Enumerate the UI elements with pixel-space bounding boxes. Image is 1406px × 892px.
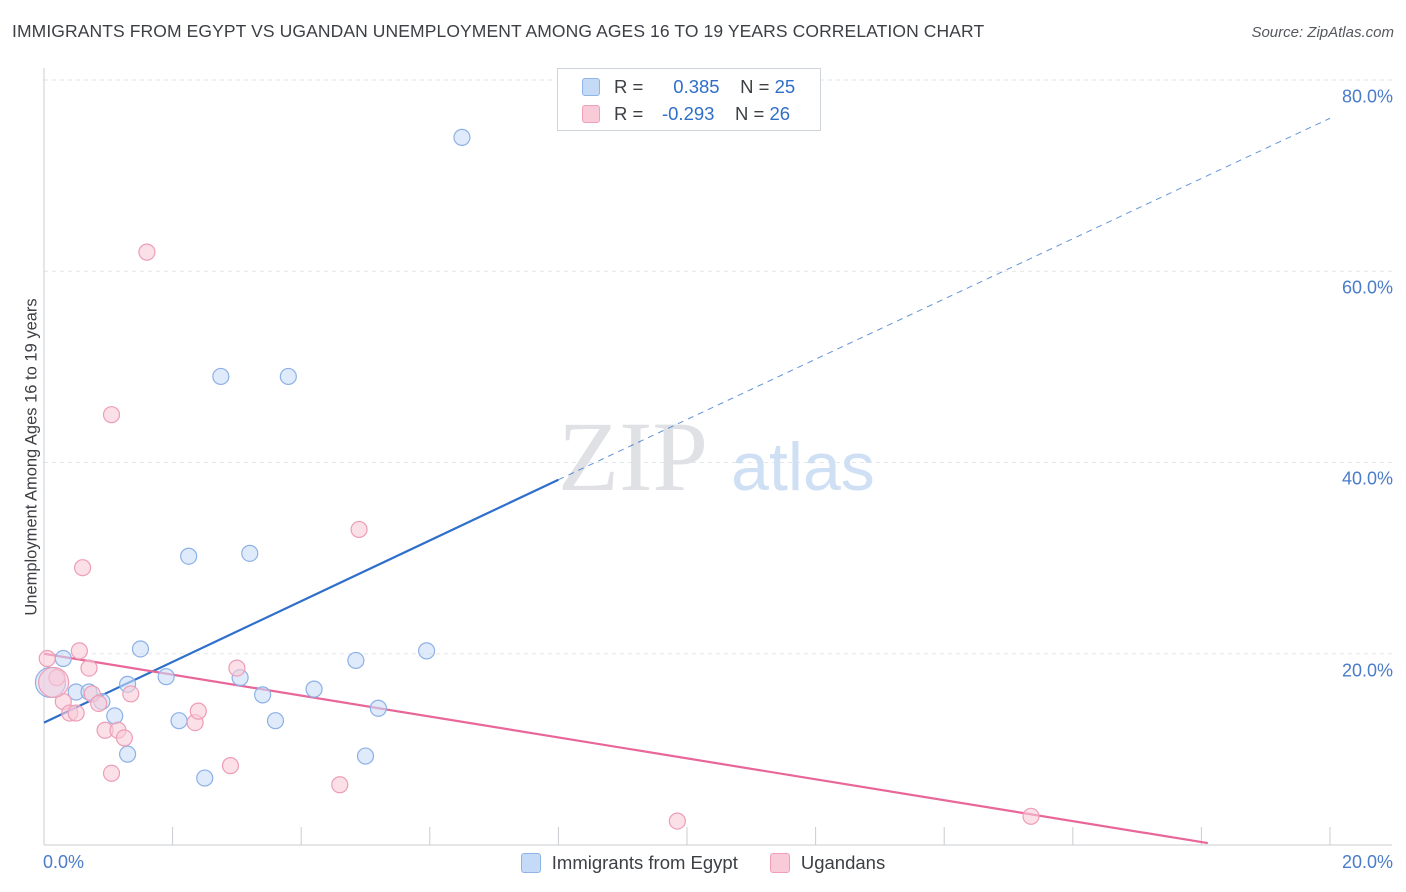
correlation-legend: R = 0.385 N = 25 R = -0.293 N = 26: [557, 68, 821, 131]
source-label: Source: ZipAtlas.com: [1251, 24, 1394, 41]
point-ugandans-14: [115, 729, 133, 747]
point-ugandans-0: [38, 649, 56, 668]
point-ugandans-22: [350, 520, 368, 539]
point-egypt-15: [241, 544, 259, 562]
point-ugandans-19: [221, 757, 240, 775]
point-ugandans-11: [102, 764, 121, 782]
point-egypt-16: [254, 686, 272, 704]
gridlines: [44, 79, 1392, 655]
legend-label-egypt: Immigrants from Egypt: [551, 852, 738, 873]
point-ugandans-15: [122, 685, 140, 703]
point-ugandans-24: [1022, 807, 1040, 825]
legend-label-ugandans: Ugandans: [800, 852, 886, 873]
y-tick-label-80: 80.0%: [1341, 86, 1393, 107]
y-tick-label-20: 20.0%: [1341, 660, 1393, 681]
x-tick-label-max: 20.0%: [1341, 852, 1393, 872]
point-egypt-20: [347, 651, 365, 670]
legend-row-ugandans: R = -0.293 N = 26: [582, 102, 790, 126]
point-egypt-5: [106, 707, 124, 725]
legend-n-label: N =: [740, 76, 770, 97]
point-ugandans-18: [189, 702, 207, 720]
legend-r-label: R =: [614, 103, 644, 124]
legend-r-value-ugandans: -0.293: [661, 103, 715, 124]
point-egypt-13: [212, 367, 230, 386]
point-ugandans-20: [228, 659, 246, 677]
legend-swatch-egypt: [582, 78, 600, 96]
watermark-atlas: atlas: [731, 429, 875, 505]
legend-item-egypt[interactable]: Immigrants from Egypt: [520, 852, 738, 874]
y-tick-label-60: 60.0%: [1341, 277, 1393, 298]
point-egypt-23: [417, 642, 436, 660]
y-axis-label: Unemployment Among Ages 16 to 19 years: [22, 298, 41, 616]
legend-swatch-egypt: [520, 853, 541, 873]
legend-n-label: N =: [735, 103, 765, 124]
point-egypt-18: [279, 367, 297, 386]
point-egypt-8: [131, 640, 150, 658]
point-egypt-12: [196, 769, 214, 787]
point-egypt-17: [266, 712, 285, 730]
point-ugandans-5: [70, 642, 88, 660]
point-egypt-22: [369, 699, 387, 717]
chart-title: IMMIGRANTS FROM EGYPT VS UGANDAN UNEMPLO…: [12, 21, 985, 41]
x-tick-label-min: 0.0%: [43, 852, 85, 872]
point-egypt-21: [356, 747, 375, 765]
series-legend: Immigrants from Egypt Ugandans: [0, 852, 1406, 874]
point-egypt-1: [54, 649, 72, 668]
legend-r-value-egypt: 0.385: [673, 76, 720, 97]
point-egypt-10: [170, 712, 188, 730]
point-egypt-19: [305, 680, 323, 698]
watermark: ZIP atlas: [558, 401, 875, 512]
legend-r-label: R =: [614, 76, 644, 97]
data-points: [34, 128, 1040, 830]
legend-n-value-egypt: 25: [774, 76, 796, 97]
legend-row-egypt: R = 0.385 N = 25: [582, 75, 795, 99]
legend-n-value-ugandans: 26: [769, 103, 791, 124]
legend-swatch-ugandans: [582, 105, 600, 123]
point-ugandans-25: [38, 666, 70, 699]
point-ugandans-7: [80, 659, 98, 677]
legend-swatch-ugandans: [769, 853, 790, 873]
point-ugandans-21: [331, 776, 349, 794]
point-ugandans-6: [73, 559, 92, 577]
watermark-zip: ZIP: [558, 401, 708, 512]
point-ugandans-16: [138, 243, 156, 261]
point-ugandans-4: [67, 704, 85, 722]
point-egypt-11: [180, 547, 198, 565]
point-egypt-6: [118, 745, 137, 763]
point-ugandans-23: [668, 812, 686, 830]
legend-item-ugandans[interactable]: Ugandans: [769, 852, 886, 874]
point-egypt-9: [157, 668, 175, 686]
axes: [43, 68, 1392, 846]
point-ugandans-9: [90, 694, 108, 713]
y-tick-label-40: 40.0%: [1341, 468, 1393, 489]
point-egypt-24: [453, 128, 471, 146]
point-ugandans-12: [102, 406, 121, 424]
